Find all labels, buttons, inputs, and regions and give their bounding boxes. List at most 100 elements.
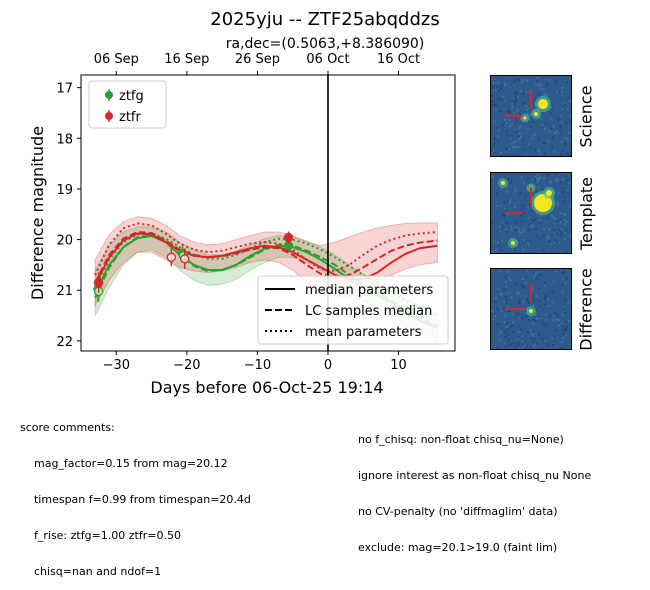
noise-pixel [523,301,525,303]
noise-pixel [523,91,525,93]
noise-pixel [515,98,517,100]
noise-pixel [513,112,515,114]
noise-pixel [520,136,522,138]
noise-pixel [551,234,553,236]
noise-pixel [505,302,507,304]
noise-pixel [519,125,521,127]
noise-pixel [516,119,518,121]
noise-pixel [500,111,502,113]
difference-thumbnail [490,268,572,350]
noise-pixel [492,104,494,106]
noise-pixel [505,148,507,150]
noise-pixel [518,331,520,333]
noise-pixel [514,146,516,148]
noise-pixel [528,319,530,321]
noise-pixel [546,85,548,87]
noise-pixel [497,289,499,291]
science-label-wrap: Science [574,75,598,157]
noise-pixel [513,84,515,86]
noise-pixel [569,100,571,102]
noise-pixel [512,313,514,315]
noise-pixel [533,345,535,347]
noise-pixel [518,138,520,140]
noise-pixel [564,214,566,216]
noise-pixel [568,195,570,197]
noise-pixel [532,178,534,180]
noise-pixel [528,229,530,231]
noise-pixel [515,79,517,81]
noise-pixel [511,143,513,145]
noise-pixel [547,237,549,239]
noise-pixel [567,182,569,184]
noise-pixel [526,346,528,348]
light-curve-chart: 2025yju -- ZTF25abqddzs ra,dec=(0.5063,+… [0,0,490,400]
noise-pixel [518,325,520,327]
noise-pixel [545,313,547,315]
noise-pixel [539,219,541,221]
noise-pixel [546,83,548,85]
science-label: Science [577,85,596,147]
noise-pixel [512,248,514,250]
noise-pixel [493,87,495,89]
noise-pixel [567,108,569,110]
style-legend-label: LC samples median [305,304,432,319]
noise-pixel [564,196,566,198]
noise-pixel [524,347,526,349]
noise-pixel [551,215,553,217]
template-label-wrap: Template [574,172,598,254]
noise-pixel [530,329,532,331]
noise-pixel [557,90,559,92]
noise-pixel [531,333,533,335]
noise-pixel [554,239,556,241]
noise-pixel [555,84,557,86]
x-tick-label: 0 [324,358,332,373]
noise-pixel [518,292,520,294]
noise-pixel [538,186,540,188]
noise-pixel [511,229,513,231]
noise-pixel [515,226,517,228]
thumbnail-image [491,76,571,156]
x-tick-label: 10 [390,358,407,373]
noise-pixel [508,310,510,312]
noise-pixel [516,313,518,315]
noise-pixel [491,94,493,96]
noise-pixel [557,178,559,180]
noise-pixel [547,175,549,177]
noise-pixel [505,122,507,124]
comment-line: f_rise: ztfg=1.00 ztfr=0.50 [20,530,251,542]
noise-pixel [504,201,506,203]
noise-pixel [504,100,506,102]
noise-pixel [513,80,515,82]
noise-pixel [564,223,566,225]
noise-pixel [525,91,527,93]
noise-pixel [495,127,497,129]
noise-pixel [565,282,567,284]
noise-pixel [560,126,562,128]
noise-pixel [563,334,565,336]
noise-pixel [544,285,546,287]
noise-pixel [560,116,562,118]
noise-pixel [553,335,555,337]
noise-pixel [565,251,567,253]
noise-pixel [519,317,521,319]
noise-pixel [504,321,506,323]
noise-pixel [504,331,506,333]
noise-pixel [561,108,563,110]
noise-pixel [500,152,502,154]
noise-pixel [511,123,513,125]
noise-pixel [566,221,568,223]
noise-pixel [510,279,512,281]
noise-pixel [506,187,508,189]
noise-pixel [505,287,507,289]
noise-pixel [498,323,500,325]
noise-pixel [524,195,526,197]
noise-pixel [515,100,517,102]
noise-pixel [518,79,520,81]
noise-pixel [539,274,541,276]
noise-pixel [565,335,567,337]
noise-pixel [534,98,536,100]
noise-pixel [537,179,539,181]
noise-pixel [506,334,508,336]
